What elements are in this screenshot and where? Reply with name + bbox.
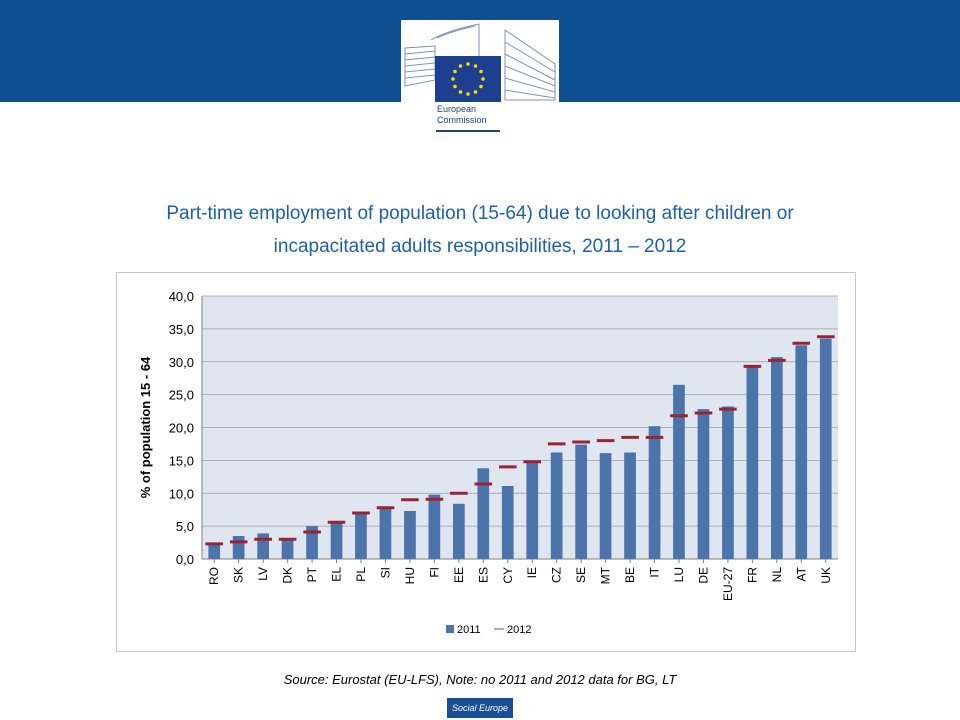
- bar-2011: [673, 384, 685, 559]
- source-note: Source: Eurostat (EU-LFS), Note: no 2011…: [283, 672, 677, 687]
- bar-2011: [477, 468, 490, 559]
- x-tick-label: FR: [745, 567, 759, 583]
- x-tick-label: FI: [427, 567, 441, 578]
- x-tick-label: DE: [697, 567, 711, 584]
- x-tick-label: BE: [623, 567, 637, 583]
- legend-swatch-2011: [446, 625, 454, 633]
- x-tick-label: IE: [525, 567, 539, 578]
- logo-wordmark: European Commission: [437, 104, 487, 126]
- bar-2011: [232, 536, 245, 559]
- bar-chart: 0,0 5,0 10,0 15,0 20,0 25,0 30,0 35,0 40,0 % of p…: [138, 289, 838, 636]
- y-tick-label: 40,0: [169, 289, 194, 304]
- bar-2011: [428, 494, 441, 559]
- x-tick-label: UK: [819, 567, 833, 584]
- bar-2011: [208, 543, 221, 559]
- y-tick-label: 15,0: [169, 453, 194, 468]
- x-tick-label: EU-27: [721, 567, 735, 601]
- bar-2011: [526, 461, 539, 559]
- x-tick-label: LV: [256, 567, 270, 581]
- y-tick-label: 10,0: [169, 486, 194, 501]
- bar-2011: [819, 338, 832, 559]
- y-tick-label: 25,0: [169, 388, 194, 403]
- x-tick-label: LU: [672, 567, 686, 582]
- european-commission-logo: [401, 20, 559, 138]
- eu-star-icon: [458, 90, 463, 94]
- bar-2011: [281, 539, 294, 559]
- legend-label-2012: 2012: [507, 624, 531, 636]
- bar-2011: [697, 409, 710, 559]
- eu-star-icon: [479, 84, 483, 89]
- eu-star-icon: [479, 69, 483, 74]
- bar-2011: [453, 503, 465, 559]
- x-tick-label: SE: [574, 567, 588, 583]
- eu-star-icon: [473, 90, 478, 94]
- eu-star-icon: [481, 77, 485, 81]
- bar-2011: [795, 345, 808, 559]
- x-tick-label: HU: [403, 567, 417, 584]
- page-title-line1: Part-time employment of population (15-6…: [166, 203, 794, 224]
- bar-2011: [648, 426, 661, 559]
- eu-star-icon: [458, 64, 463, 68]
- y-tick-label: 0,0: [176, 552, 194, 567]
- bar-2011: [257, 533, 269, 559]
- eu-star-icon: [453, 69, 457, 74]
- x-tick-label: CZ: [550, 567, 564, 583]
- logo-underline: [436, 130, 500, 132]
- y-tick-label: 5,0: [176, 519, 194, 534]
- bar-2011: [550, 452, 563, 559]
- eu-star-icon: [451, 77, 455, 81]
- x-tick-label: EE: [452, 567, 466, 583]
- bar-2011: [501, 486, 514, 559]
- x-tick-label: EL: [330, 567, 344, 582]
- page-title-line2: incapacitated adults responsibilities, 2…: [273, 236, 687, 257]
- legend-label-2011: 2011: [457, 624, 481, 636]
- bar-2011: [355, 513, 367, 559]
- x-tick-label: CY: [501, 567, 515, 584]
- commission-building-icon: [404, 23, 556, 102]
- x-tick-label: PT: [305, 566, 319, 582]
- bar-2011: [404, 511, 416, 559]
- x-tick-label: IT: [648, 566, 662, 577]
- x-tick-label: AT: [794, 566, 808, 581]
- x-tick-label: PL: [354, 567, 368, 582]
- x-tick-label: RO: [207, 567, 221, 585]
- x-tick-label: MT: [599, 566, 613, 584]
- x-tick-label: SK: [232, 567, 246, 583]
- eu-star-icon: [466, 62, 470, 66]
- x-tick-label: NL: [770, 567, 784, 583]
- eu-star-icon: [473, 64, 478, 68]
- bar-2011: [746, 367, 759, 559]
- page-title: Part-time employment of population (15-6…: [60, 197, 900, 263]
- eu-star-icon: [453, 84, 457, 89]
- x-tick-label: SI: [379, 567, 393, 578]
- bar-2011: [330, 521, 343, 559]
- y-axis-label: % of population 15 - 64: [138, 356, 153, 498]
- logo-line-european: European: [437, 104, 477, 114]
- x-tick-label: DK: [281, 567, 295, 584]
- bar-2011: [722, 406, 734, 559]
- bar-2011: [771, 357, 783, 559]
- logo-line-commission: Commission: [437, 115, 487, 125]
- bar-2011: [624, 452, 636, 559]
- y-tick-label: 35,0: [169, 322, 194, 337]
- bar-2011: [599, 453, 612, 559]
- eu-star-icon: [466, 92, 470, 96]
- bar-2011: [306, 526, 318, 559]
- y-tick-label: 20,0: [169, 421, 194, 436]
- x-tick-label: ES: [476, 567, 490, 583]
- footer-badge: Social Europe: [447, 698, 513, 718]
- bar-2011: [575, 444, 587, 559]
- y-tick-label: 30,0: [169, 355, 194, 370]
- bar-2011: [379, 509, 392, 559]
